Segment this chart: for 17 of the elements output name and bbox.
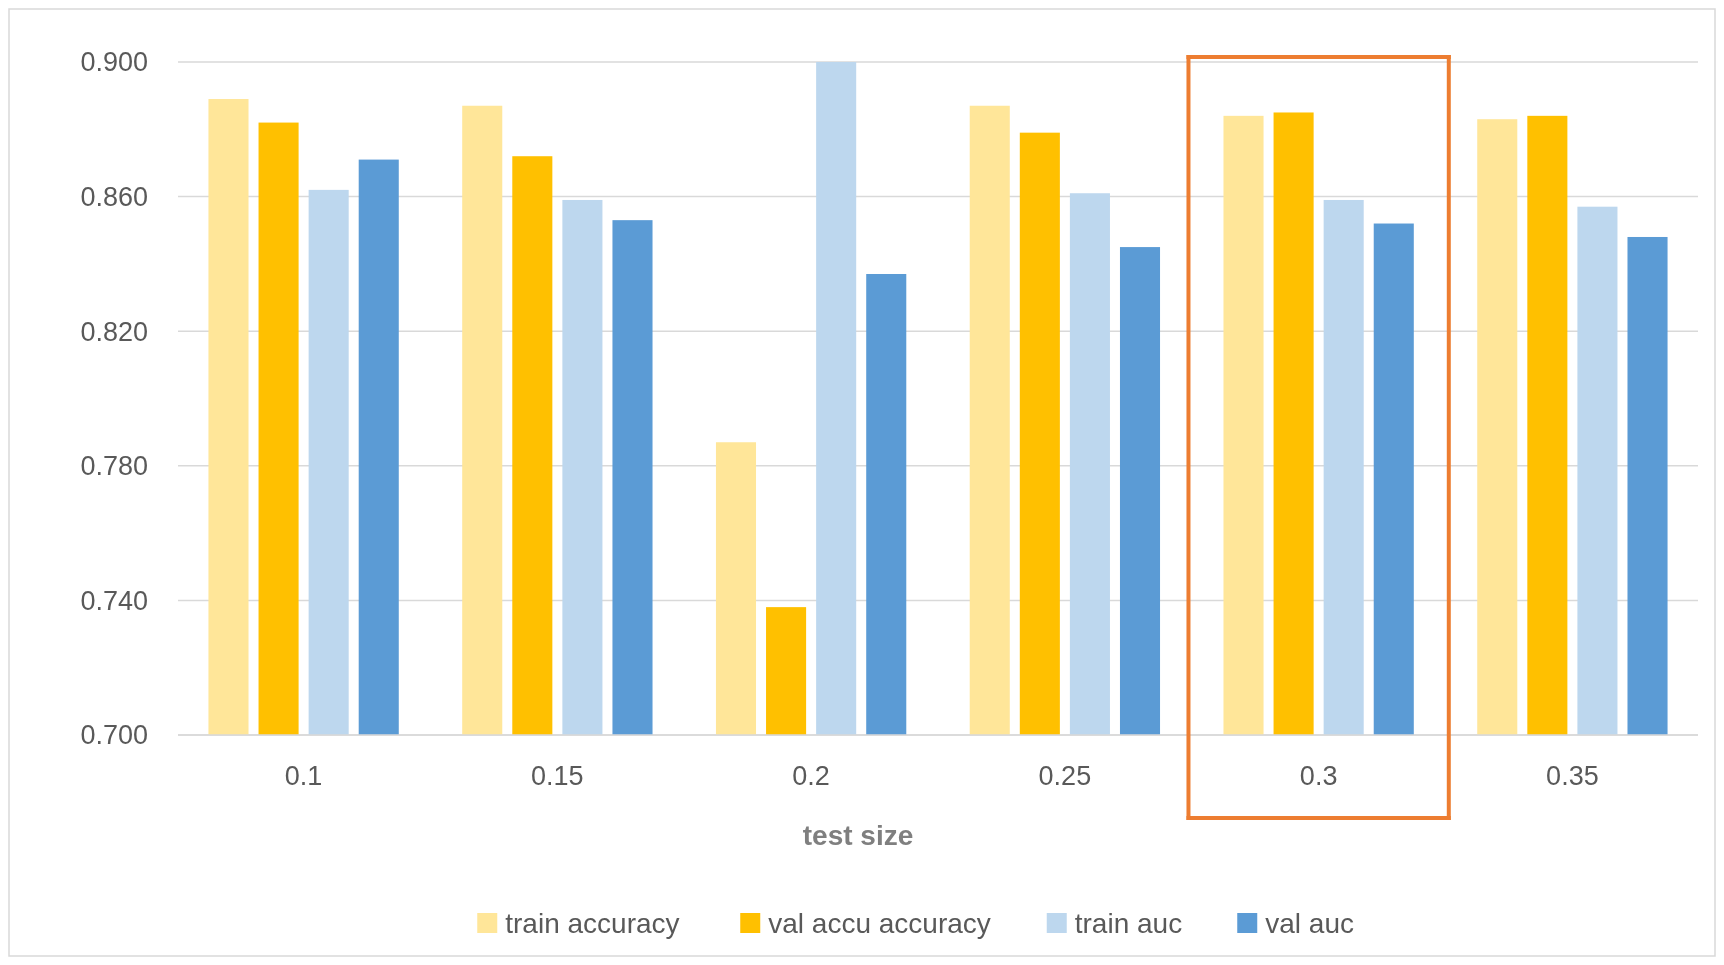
legend-label: train accuracy <box>505 907 680 939</box>
x-tick-label: 0.3 <box>1299 761 1338 791</box>
y-tick-label: 0.740 <box>80 585 148 616</box>
legend-label: val accu accuracy <box>768 907 991 939</box>
x-tick-label: 0.35 <box>1546 761 1599 791</box>
y-tick-label: 0.700 <box>80 720 148 751</box>
legend-label: val auc <box>1265 907 1354 939</box>
legend-label: train auc <box>1074 907 1183 939</box>
x-tick-label: 0.1 <box>284 761 323 791</box>
y-tick-label: 0.900 <box>80 47 148 78</box>
y-tick-label: 0.820 <box>80 316 148 347</box>
y-tick-label: 0.860 <box>80 182 148 213</box>
y-tick-label: 0.780 <box>80 451 148 482</box>
x-tick-label: 0.15 <box>531 761 584 791</box>
x-tick-label: 0.2 <box>792 761 830 791</box>
x-tick-label: 0.25 <box>1038 761 1092 791</box>
x-axis-title: test size <box>802 820 914 851</box>
